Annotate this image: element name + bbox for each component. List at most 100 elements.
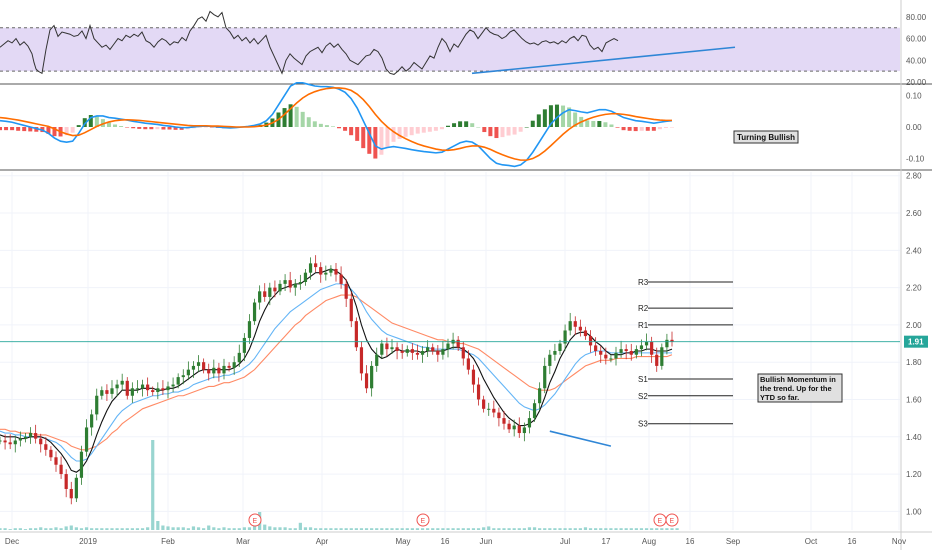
candle-body — [156, 388, 160, 393]
volume-bar — [359, 528, 364, 530]
candle-body — [39, 438, 43, 445]
macd-histogram-bar — [288, 104, 293, 127]
volume-bar — [543, 528, 547, 530]
candle-body — [354, 321, 358, 348]
volume-bar — [583, 527, 588, 530]
candle-body — [324, 272, 328, 275]
price-y-tick-label: 2.20 — [906, 284, 922, 293]
volume-bar — [293, 528, 297, 530]
candle-body — [110, 388, 114, 394]
volume-bar — [0, 528, 2, 530]
candle-body — [548, 354, 552, 366]
macd-histogram-bar — [94, 116, 99, 127]
macd-histogram-bar — [88, 115, 93, 127]
volume-bar — [609, 528, 613, 530]
candle-body — [258, 291, 262, 303]
x-axis-tick-label: May — [395, 537, 410, 546]
candle-body — [553, 351, 557, 355]
macd-histogram-bar — [500, 127, 505, 138]
volume-bar — [90, 528, 94, 530]
volume-bar — [130, 528, 134, 530]
macd-histogram-bar — [597, 121, 602, 127]
volume-bar — [466, 528, 470, 530]
earnings-marker — [665, 513, 679, 527]
volume-bar — [558, 528, 562, 530]
candle-body — [90, 414, 94, 428]
volume-bar — [156, 521, 160, 530]
macd-histogram-bar — [4, 127, 9, 131]
macd-histogram-bar — [64, 127, 69, 136]
macd-histogram-bar — [506, 127, 511, 136]
candle-body — [247, 321, 252, 338]
candle-body — [232, 362, 236, 368]
candle-body — [568, 321, 572, 331]
candle-body — [146, 384, 150, 391]
volume-bar — [339, 528, 343, 530]
candle-body — [420, 351, 425, 355]
volume-bar — [84, 527, 89, 530]
macd-histogram-bar — [421, 127, 426, 133]
candle-body — [522, 427, 526, 434]
volume-bar — [161, 525, 165, 530]
volume-bar — [44, 528, 48, 530]
rsi-band — [0, 27, 900, 72]
volume-bar — [140, 528, 145, 530]
volume-bar — [639, 528, 644, 530]
rsi-trendline — [471, 46, 736, 75]
macd-histogram-bar — [312, 121, 317, 127]
candle-body — [385, 343, 389, 350]
volume-bar — [522, 528, 526, 530]
macd-histogram-bar — [349, 127, 354, 136]
volume-bar — [191, 526, 196, 530]
volume-bar — [375, 528, 379, 530]
candle-body — [650, 341, 654, 355]
candle-body — [395, 347, 399, 351]
last-price-badge — [904, 335, 928, 348]
candle-body — [79, 451, 84, 478]
candle-body — [644, 341, 649, 346]
volume-bar — [186, 528, 190, 530]
volume-bar — [303, 527, 308, 530]
pivot-level-label: S2 — [638, 392, 648, 401]
macd-histogram-bar — [355, 127, 360, 141]
candle-body — [359, 347, 364, 374]
volume-bar — [634, 528, 638, 530]
candle-body — [125, 380, 129, 396]
candle-body — [283, 280, 287, 284]
candle-body — [49, 449, 53, 458]
volume-bar — [538, 528, 542, 530]
candle-body — [298, 282, 302, 284]
volume-bar — [39, 527, 43, 530]
macd-histogram-bar — [119, 126, 124, 127]
volume-bar — [13, 528, 17, 530]
volume-bar — [370, 528, 374, 530]
candle-body — [222, 365, 226, 374]
macd-histogram-bar — [639, 127, 644, 131]
candle-body — [288, 280, 292, 288]
macd-histogram-bar — [452, 123, 457, 127]
volume-bar — [655, 528, 659, 530]
macd-histogram-bar — [125, 127, 130, 128]
macd-histogram-bar — [167, 127, 172, 130]
candle-body — [196, 362, 201, 366]
rsi-y-tick-label: 60.00 — [906, 35, 927, 44]
candle-body — [344, 283, 348, 299]
earnings-marker-label: E — [253, 518, 258, 525]
volume-bar — [665, 528, 669, 530]
volume-bar — [553, 528, 557, 530]
candle-body — [456, 339, 460, 348]
volume-bar — [456, 528, 460, 530]
pivot-level-label: S1 — [638, 375, 648, 384]
moving-average-long — [0, 294, 673, 451]
candle-body — [171, 384, 175, 387]
price-y-tick-label: 1.60 — [906, 395, 922, 404]
price-trendline — [549, 430, 612, 447]
macd-histogram-bar — [22, 127, 27, 132]
macd-histogram-bar — [28, 127, 33, 132]
volume-bar — [334, 528, 338, 530]
price-y-tick-label: 2.60 — [906, 209, 922, 218]
volume-bar — [400, 528, 404, 530]
volume-bar — [497, 528, 501, 530]
volume-bar — [548, 528, 552, 530]
macd-histogram-bar — [645, 127, 650, 131]
